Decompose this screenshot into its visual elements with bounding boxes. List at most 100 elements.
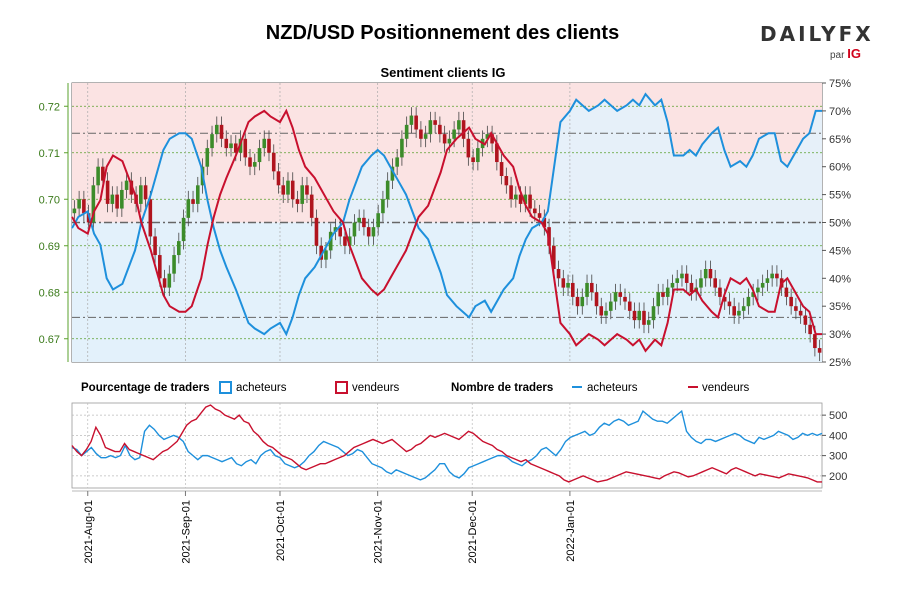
candle-body <box>646 320 651 325</box>
candle-body <box>604 310 608 316</box>
candle-body <box>77 199 81 209</box>
candle-body <box>233 143 238 153</box>
legend-buyers-swatch <box>219 381 232 394</box>
candle-body <box>556 269 561 279</box>
candle-body <box>143 185 148 200</box>
legend-right-title: Nombre de traders <box>451 382 553 394</box>
candle-body <box>148 199 153 237</box>
candle-body <box>784 287 789 297</box>
candle-body <box>756 287 760 293</box>
price-tick-label: 0.72 <box>39 101 60 113</box>
candle-body <box>680 273 684 279</box>
candle-body <box>419 129 423 139</box>
dailyfx-logo: DAILYFX par IG <box>760 22 874 62</box>
candle-body <box>476 148 480 163</box>
logo-text: DAILYFX <box>760 22 874 46</box>
chart-title: Sentiment clients IG <box>381 65 506 80</box>
candle-body <box>115 194 119 209</box>
candle-body <box>490 134 494 144</box>
candle-body <box>770 273 774 279</box>
candle-body <box>162 278 167 288</box>
candle-body <box>177 241 181 256</box>
candle-body <box>414 115 418 130</box>
x-tick-label: 2021-Sep-01 <box>180 500 192 564</box>
candle-body <box>110 194 115 204</box>
candle-body <box>281 185 286 195</box>
candle-body <box>229 143 233 149</box>
candle-body <box>741 306 746 311</box>
candle-body <box>813 334 817 349</box>
candle-body <box>789 296 793 307</box>
x-tick-label: 2021-Dec-01 <box>467 500 479 564</box>
candle-body <box>362 217 366 228</box>
candle-body <box>328 231 333 251</box>
candle-body <box>428 120 433 135</box>
candle-body <box>338 227 342 237</box>
price-tick-label: 0.69 <box>39 241 60 253</box>
candle-body <box>552 245 556 269</box>
candle-body <box>252 162 257 167</box>
count-tick-label: 200 <box>829 471 847 483</box>
candle-body <box>566 282 570 288</box>
candle-body <box>670 282 675 288</box>
candle-body <box>262 138 267 149</box>
candle-body <box>153 236 157 256</box>
candle-body <box>514 194 518 200</box>
sentiment-tick-label: 25% <box>829 357 851 369</box>
count-tick-label: 300 <box>829 451 847 463</box>
candle-body <box>423 134 428 139</box>
candle-body <box>542 217 547 228</box>
candle-body <box>72 208 77 214</box>
candle-body <box>105 180 110 204</box>
page-title: NZD/USD Positionnement des clients <box>265 22 620 44</box>
candle-body <box>219 124 224 139</box>
candle-body <box>798 310 803 316</box>
candle-body <box>495 143 499 163</box>
candle-body <box>352 222 357 237</box>
candle-body <box>319 245 324 260</box>
sentiment-tick-label: 75% <box>829 78 851 90</box>
candle-body <box>585 282 589 297</box>
sentiment-tick-label: 35% <box>829 301 851 313</box>
candle-body <box>309 194 314 218</box>
candle-body <box>400 138 404 158</box>
sentiment-tick-label: 55% <box>829 190 851 202</box>
candle-body <box>537 213 542 218</box>
sentiment-tick-label: 30% <box>829 329 851 341</box>
candle-body <box>803 315 808 325</box>
candle-body <box>461 120 466 139</box>
buyers-percent-line <box>71 92 822 337</box>
candle-body <box>466 138 471 158</box>
legend-sellers-label: vendeurs <box>352 382 400 394</box>
candle-body <box>765 278 770 283</box>
candle-body <box>504 176 509 186</box>
candle-body <box>243 138 248 158</box>
candle-body <box>295 199 300 204</box>
candle-body <box>575 296 580 307</box>
candle-body <box>267 138 271 153</box>
candle-body <box>675 278 680 283</box>
candle-body <box>167 273 172 288</box>
candle-body <box>713 278 717 288</box>
x-axis: 2021-Aug-01 2021-Sep-01 2021-Oct-01 2021-No… <box>72 490 822 564</box>
candle-body <box>305 185 309 195</box>
price-tick-label: 0.67 <box>39 334 60 346</box>
candle-body <box>205 148 210 167</box>
candle-body <box>390 166 395 181</box>
candle-body <box>357 217 361 223</box>
candle-body <box>751 292 755 297</box>
candle-body <box>732 306 736 316</box>
candle-body <box>442 134 447 144</box>
candle-body <box>708 269 713 279</box>
candle-body <box>248 157 252 167</box>
candle-body <box>632 310 637 321</box>
legend-count-sellers-label: vendeurs <box>702 382 750 394</box>
candle-body <box>191 199 195 204</box>
ig-logo: IG <box>847 46 861 61</box>
candle-body <box>300 185 305 204</box>
candle-body <box>214 124 219 135</box>
candle-body <box>404 124 409 139</box>
candle-body <box>82 199 86 214</box>
candle-body <box>722 296 727 302</box>
candle-body <box>286 180 290 195</box>
